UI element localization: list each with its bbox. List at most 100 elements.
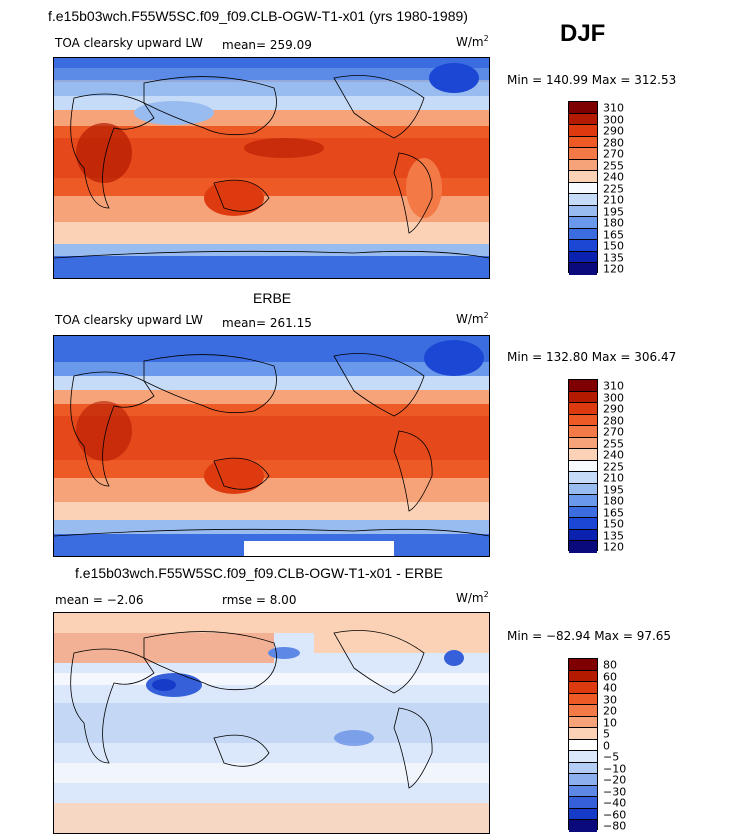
panel2-title: ERBE xyxy=(253,290,292,306)
colorbar-swatch xyxy=(569,495,597,507)
panel2-mean: mean= 261.15 xyxy=(222,316,312,330)
colorbar-swatch xyxy=(569,217,597,229)
colorbar-swatch xyxy=(569,205,597,217)
colorbar-swatch xyxy=(569,125,597,137)
colorbar-tick-label: 150 xyxy=(603,239,624,253)
colorbar-swatch xyxy=(569,682,597,694)
colorbar-tick-label: 310 xyxy=(603,101,624,115)
colorbar-tick-label: 0 xyxy=(603,739,610,752)
colorbar-tick-label: −30 xyxy=(603,785,627,798)
colorbar-swatch xyxy=(569,797,597,809)
colorbar-tick-label: 180 xyxy=(603,216,624,230)
panel3-title: f.e15b03wch.F55W5SC.f09_f09.CLB-OGW-T1-x… xyxy=(75,565,443,581)
colorbar-tick-label: 135 xyxy=(603,251,624,264)
colorbar-swatch xyxy=(569,483,597,495)
colorbar-swatch xyxy=(569,472,597,484)
colorbar-swatch xyxy=(569,426,597,438)
panel3-rmse: rmse = 8.00 xyxy=(222,593,297,607)
colorbar-tick-label: −60 xyxy=(603,808,627,821)
panel3-colorbar xyxy=(568,658,598,832)
colorbar-tick-label: 225 xyxy=(603,460,624,473)
colorbar-tick-label: 120 xyxy=(603,540,624,554)
colorbar-tick-label: 210 xyxy=(603,471,624,485)
panel3-map xyxy=(53,612,490,834)
panel3-minmax: Min = −82.94 Max = 97.65 xyxy=(507,629,672,643)
colorbar-swatch xyxy=(569,460,597,472)
colorbar-swatch xyxy=(569,113,597,125)
panel2-map xyxy=(53,335,490,557)
colorbar-tick-label: 5 xyxy=(603,727,610,741)
colorbar-swatch xyxy=(569,762,597,774)
colorbar-tick-label: 280 xyxy=(603,136,624,149)
colorbar-tick-label: −40 xyxy=(603,796,627,810)
colorbar-tick-label: 240 xyxy=(603,448,624,462)
colorbar-swatch xyxy=(569,228,597,240)
colorbar-swatch xyxy=(569,263,597,275)
colorbar-tick-label: −5 xyxy=(603,750,620,764)
panel3-units: W/m2 xyxy=(456,590,489,605)
colorbar-tick-label: 165 xyxy=(603,506,624,519)
colorbar-swatch xyxy=(569,240,597,252)
colorbar-swatch xyxy=(569,728,597,740)
colorbar-swatch xyxy=(569,380,597,392)
colorbar-swatch xyxy=(569,148,597,160)
colorbar-tick-label: 270 xyxy=(603,147,624,161)
colorbar-swatch xyxy=(569,136,597,148)
panel1-map-field xyxy=(54,58,489,278)
panel2-units: W/m2 xyxy=(456,311,489,326)
colorbar-swatch xyxy=(569,518,597,530)
colorbar-swatch xyxy=(569,391,597,403)
colorbar-tick-label: 255 xyxy=(603,159,624,172)
colorbar-tick-label: 290 xyxy=(603,124,624,138)
colorbar-swatch xyxy=(569,670,597,682)
colorbar-swatch xyxy=(569,659,597,671)
colorbar-tick-label: 210 xyxy=(603,193,624,207)
colorbar-tick-label: 280 xyxy=(603,414,624,427)
colorbar-tick-label: 195 xyxy=(603,483,624,496)
colorbar-swatch xyxy=(569,716,597,728)
panel2-variable-label: TOA clearsky upward LW xyxy=(55,313,203,327)
colorbar-swatch xyxy=(569,739,597,751)
colorbar-tick-label: 290 xyxy=(603,402,624,416)
colorbar-swatch xyxy=(569,171,597,183)
colorbar-tick-label: 30 xyxy=(603,693,617,706)
colorbar-tick-label: 180 xyxy=(603,494,624,508)
colorbar-tick-label: 300 xyxy=(603,113,624,126)
colorbar-tick-label: 60 xyxy=(603,670,617,683)
colorbar-tick-label: 270 xyxy=(603,425,624,439)
colorbar-tick-label: −10 xyxy=(603,762,627,775)
colorbar-swatch xyxy=(569,808,597,820)
colorbar-tick-label: −20 xyxy=(603,773,627,787)
colorbar-tick-label: 255 xyxy=(603,437,624,450)
colorbar-swatch xyxy=(569,449,597,461)
panel1-colorbar xyxy=(568,101,598,275)
colorbar-swatch xyxy=(569,693,597,705)
colorbar-tick-label: 240 xyxy=(603,170,624,184)
colorbar-swatch xyxy=(569,785,597,797)
colorbar-swatch xyxy=(569,182,597,194)
colorbar-swatch xyxy=(569,414,597,426)
colorbar-swatch xyxy=(569,102,597,114)
colorbar-tick-label: 165 xyxy=(603,228,624,241)
colorbar-tick-label: −80 xyxy=(603,819,627,833)
colorbar-tick-label: 120 xyxy=(603,262,624,276)
colorbar-swatch xyxy=(569,251,597,263)
colorbar-swatch xyxy=(569,751,597,763)
panel2-map-field xyxy=(54,336,489,556)
colorbar-swatch xyxy=(569,159,597,171)
colorbar-tick-label: 20 xyxy=(603,704,617,718)
figure-title: f.e15b03wch.F55W5SC.f09_f09.CLB-OGW-T1-x… xyxy=(48,8,468,24)
colorbar-tick-label: 40 xyxy=(603,681,617,695)
colorbar-tick-label: 310 xyxy=(603,379,624,393)
colorbar-tick-label: 150 xyxy=(603,517,624,531)
panel2-colorbar xyxy=(568,379,598,553)
colorbar-swatch xyxy=(569,529,597,541)
colorbar-swatch xyxy=(569,506,597,518)
colorbar-tick-label: 135 xyxy=(603,529,624,542)
colorbar-tick-label: 10 xyxy=(603,716,617,729)
colorbar-swatch xyxy=(569,774,597,786)
colorbar-tick-label: 300 xyxy=(603,391,624,404)
panel1-variable-label: TOA clearsky upward LW xyxy=(55,36,203,50)
colorbar-swatch xyxy=(569,705,597,717)
panel1-map xyxy=(53,57,490,279)
